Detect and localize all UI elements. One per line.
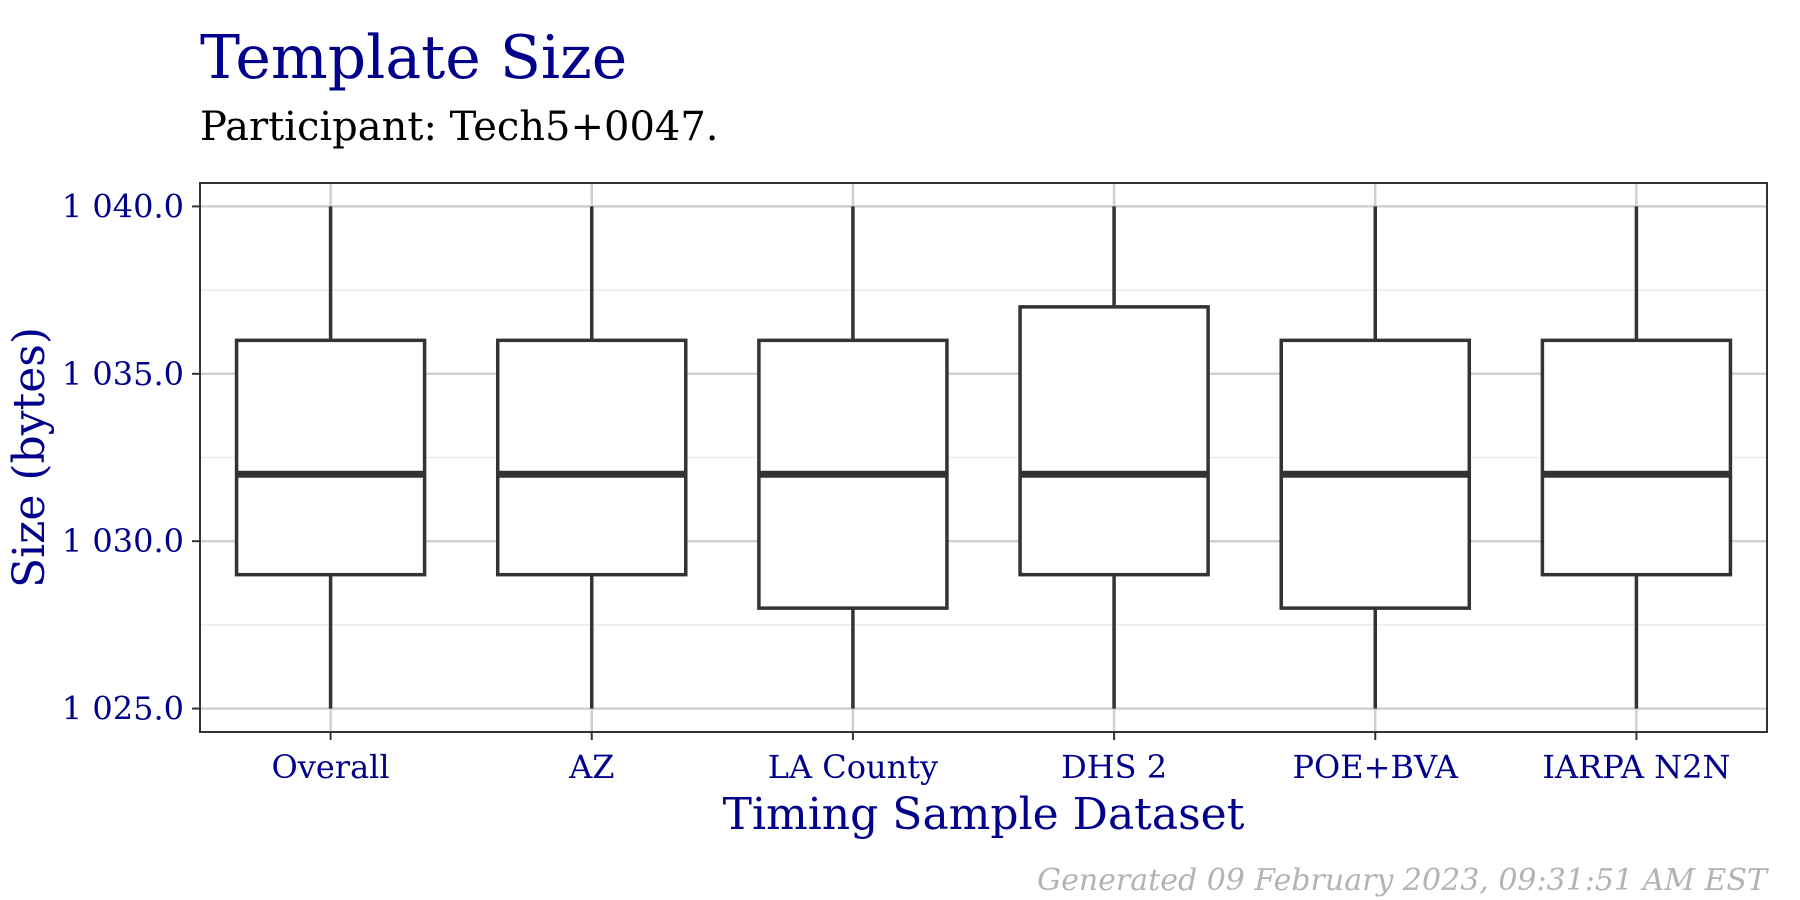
x-tick-label: Overall: [272, 748, 390, 786]
x-axis: Overall AZ LA County DHS 2 POE+BVA IARPA N2N: [272, 732, 1730, 786]
y-tick-label: 1 035.0: [62, 355, 184, 393]
boxplot-az: [495, 206, 688, 709]
x-axis-label: Timing Sample Dataset: [723, 789, 1245, 840]
y-tick-label: 1 030.0: [62, 522, 184, 560]
chart-subtitle: Participant: Tech5+0047.: [200, 104, 719, 150]
boxplot-dhs-2: [1018, 206, 1210, 709]
boxplot-la-county: [757, 206, 949, 709]
x-tick-label: LA County: [768, 748, 938, 786]
y-tick-label: 1 025.0: [62, 690, 184, 728]
grid-lines: [200, 183, 1767, 732]
generated-timestamp: Generated 09 February 2023, 09:31:51 AM …: [1037, 863, 1769, 898]
boxplot-iarpa-n2n: [1540, 206, 1733, 709]
y-axis-label: Size (bytes): [4, 327, 55, 588]
x-tick-label: DHS 2: [1061, 748, 1167, 786]
iqr-box: [1018, 305, 1210, 577]
chart-title: Template Size: [200, 23, 627, 93]
boxplot-overall: [234, 206, 427, 709]
x-tick-label: AZ: [568, 748, 614, 786]
boxplot-poe-bva: [1279, 206, 1472, 709]
iqr-box: [234, 338, 427, 577]
x-tick-label: POE+BVA: [1293, 748, 1459, 786]
plot-panel-border: [199, 182, 1768, 733]
iqr-box: [1540, 338, 1733, 577]
iqr-box: [495, 338, 688, 577]
y-axis: 1 025.0 1 030.0 1 035.0 1 040.0: [62, 187, 200, 728]
y-tick-label: 1 040.0: [62, 187, 184, 225]
x-tick-label: IARPA N2N: [1542, 748, 1730, 786]
boxplots: [234, 206, 1733, 709]
